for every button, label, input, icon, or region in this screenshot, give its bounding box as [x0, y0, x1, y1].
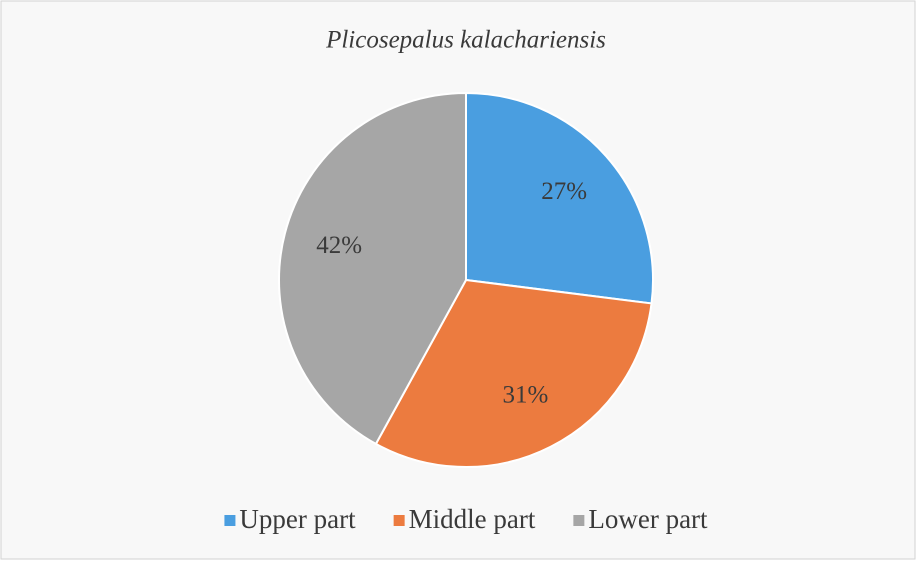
- data-label: 27%: [541, 178, 587, 205]
- legend-label: Upper part: [239, 504, 356, 534]
- pie-slice: [465, 91, 654, 305]
- chart-title: Plicosepalus kalachariensis: [325, 27, 606, 54]
- data-label: 31%: [503, 381, 549, 408]
- legend-label: Middle part: [409, 504, 536, 534]
- legend-swatch: [393, 515, 405, 526]
- data-label: 42%: [316, 232, 362, 259]
- legend-label: Lower part: [588, 504, 708, 534]
- legend-swatch: [573, 515, 585, 526]
- pie-slice: [278, 91, 467, 446]
- legend-swatch: [224, 515, 236, 526]
- pie-slice: [374, 278, 653, 468]
